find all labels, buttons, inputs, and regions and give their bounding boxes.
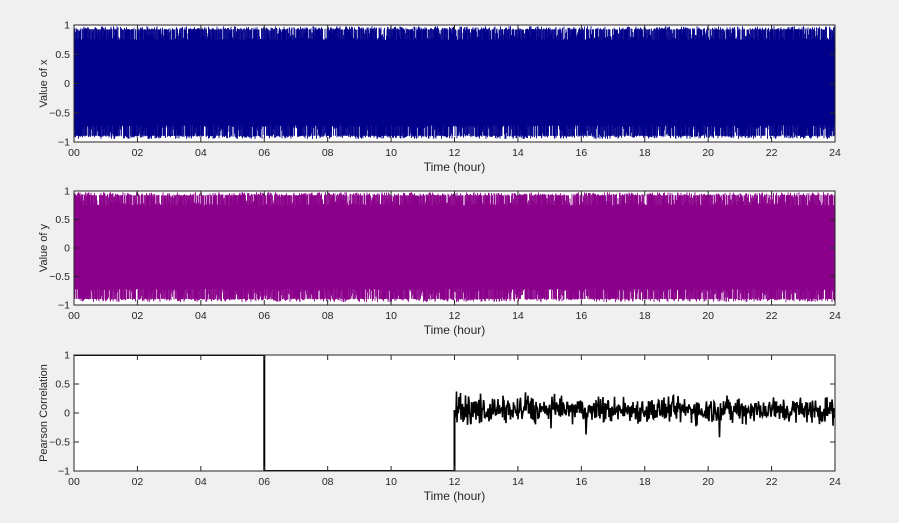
x-tick-label: 14 <box>512 310 524 322</box>
chart-panel-1: 00 02 04 06 08 10 12 14 16 18 20 22 24 −1 −0.5 0 0.5 1 Tim… <box>38 20 841 175</box>
x-tick-label: 04 <box>195 310 207 322</box>
series-layer <box>74 26 835 140</box>
y-axis-label: Pearson Correlation <box>38 364 50 462</box>
x-tick-label: 00 <box>68 476 80 488</box>
y-tick-label: −0.5 <box>49 107 70 119</box>
x-tick-label: 12 <box>449 147 461 159</box>
x-tick-label: 06 <box>258 147 270 159</box>
series-layer <box>74 355 835 471</box>
x-tick-label: 10 <box>385 476 397 488</box>
x-tick-label: 16 <box>575 476 587 488</box>
x-tick-label: 04 <box>195 476 207 488</box>
y-tick-label: −0.5 <box>49 271 70 283</box>
x-tick-label: 08 <box>322 310 334 322</box>
x-axis-label: Time (hour) <box>424 323 486 337</box>
x-tick-label: 12 <box>449 476 461 488</box>
series-line-1 <box>74 355 456 471</box>
x-tick-label: 22 <box>766 147 778 159</box>
y-tick-label: 1 <box>64 186 70 198</box>
x-tick-label: 18 <box>639 476 651 488</box>
y-tick-label: 0 <box>64 408 70 420</box>
x-tick-label: 20 <box>702 476 714 488</box>
x-tick-label: 18 <box>639 310 651 322</box>
x-tick-label: 02 <box>132 476 144 488</box>
x-tick-label: 16 <box>575 310 587 322</box>
y-axis-label: Value of x <box>38 59 50 108</box>
x-axis-label: Time (hour) <box>424 489 486 503</box>
y-axis-label: Value of y <box>38 223 50 272</box>
x-tick-label: 10 <box>385 147 397 159</box>
x-tick-label: 10 <box>385 310 397 322</box>
x-tick-label: 22 <box>766 310 778 322</box>
x-tick-label: 04 <box>195 147 207 159</box>
y-tick-label: 0.5 <box>55 214 70 226</box>
x-axis-label: Time (hour) <box>424 160 486 174</box>
x-tick-label: 24 <box>829 476 841 488</box>
y-tick-label: −0.5 <box>49 437 70 449</box>
y-tick-label: 0.5 <box>55 379 70 391</box>
y-tick-label: 1 <box>64 20 70 32</box>
y-tick-label: −1 <box>58 300 70 312</box>
x-tick-label: 02 <box>132 310 144 322</box>
x-tick-label: 02 <box>132 147 144 159</box>
x-tick-label: 00 <box>68 147 80 159</box>
x-tick-label: 22 <box>766 476 778 488</box>
x-tick-label: 16 <box>575 147 587 159</box>
x-tick-label: 06 <box>258 310 270 322</box>
x-tick-label: 08 <box>322 147 334 159</box>
x-tick-label: 08 <box>322 476 334 488</box>
x-tick-label: 24 <box>829 310 841 322</box>
series-noise-1 <box>453 391 835 438</box>
x-tick-label: 18 <box>639 147 651 159</box>
x-tick-label: 14 <box>512 147 524 159</box>
x-tick-label: 14 <box>512 476 524 488</box>
x-tick-label: 00 <box>68 310 80 322</box>
x-tick-label: 24 <box>829 147 841 159</box>
x-tick-label: 20 <box>702 310 714 322</box>
y-tick-label: 1 <box>64 350 70 362</box>
y-tick-label: 0 <box>64 243 70 255</box>
chart-panel-2: 00 02 04 06 08 10 12 14 16 18 20 22 24 −1 −0.5 0 0.5 1 Tim… <box>38 186 841 338</box>
y-tick-label: 0 <box>64 78 70 90</box>
y-tick-label: −1 <box>58 137 70 149</box>
y-tick-label: 0.5 <box>55 49 70 61</box>
y-tick-label: −1 <box>58 466 70 478</box>
x-tick-label: 12 <box>449 310 461 322</box>
series-signal-1-1 <box>74 26 835 140</box>
chart-panel-3: 00 02 04 06 08 10 12 14 16 18 20 22 24 −1 −0.5 0 0.5 1 Tim… <box>38 350 841 504</box>
x-tick-label: 06 <box>258 476 270 488</box>
series-signal-1-1 <box>74 192 835 303</box>
x-tick-label: 20 <box>702 147 714 159</box>
series-layer <box>74 192 835 303</box>
